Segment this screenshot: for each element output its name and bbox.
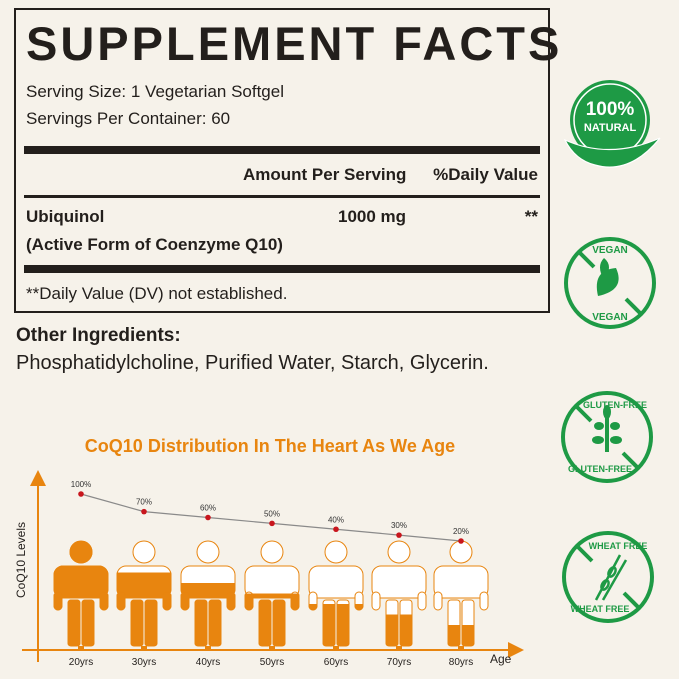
divider-thick bbox=[24, 146, 540, 154]
serving-size: Serving Size: 1 Vegetarian Softgel bbox=[26, 82, 284, 101]
ingredient-amount: 1000 mg bbox=[338, 207, 407, 226]
x-axis-label: Age bbox=[490, 652, 512, 666]
person-figure bbox=[53, 540, 109, 650]
ingredient-sub: (Active Form of Coenzyme Q10) bbox=[26, 235, 283, 254]
x-tick-label: 50yrs bbox=[260, 657, 284, 668]
person-figure bbox=[371, 540, 427, 650]
fill-level bbox=[447, 625, 475, 646]
fill-level bbox=[53, 541, 109, 646]
facts-title: SUPPLEMENT FACTS bbox=[26, 17, 563, 70]
badge-100-natural: 100% NATURAL bbox=[563, 80, 661, 168]
svg-text:100%: 100% bbox=[586, 99, 635, 120]
fill-level bbox=[308, 604, 364, 646]
data-point bbox=[333, 526, 339, 533]
person-figure bbox=[180, 540, 236, 650]
x-tick-label: 30yrs bbox=[132, 657, 156, 668]
ingredient-dv: ** bbox=[524, 207, 538, 226]
data-label: 60% bbox=[200, 504, 216, 513]
y-axis-label: CoQ10 Levels bbox=[14, 522, 28, 598]
fill-level bbox=[385, 614, 413, 646]
fill-level bbox=[244, 593, 300, 646]
data-point bbox=[205, 514, 211, 521]
svg-text:VEGAN: VEGAN bbox=[592, 312, 628, 323]
badge-wheat-free: WHEAT FREE WHEAT FREE bbox=[562, 531, 654, 623]
x-tick-label: 80yrs bbox=[449, 657, 473, 668]
x-tick-label: 20yrs bbox=[69, 657, 93, 668]
servings-per-container: Servings Per Container: 60 bbox=[26, 109, 231, 128]
ingredient-name: Ubiquinol bbox=[26, 207, 105, 226]
x-tick-label: 60yrs bbox=[324, 657, 348, 668]
col-amount-header: Amount Per Serving bbox=[243, 165, 407, 184]
gluten-free-grain-icon bbox=[592, 405, 622, 452]
leaf-natural-icon bbox=[563, 137, 661, 168]
wheat-free-icon bbox=[594, 554, 628, 601]
x-tick-label: 40yrs bbox=[196, 657, 220, 668]
data-point bbox=[141, 508, 147, 515]
data-point bbox=[78, 491, 84, 497]
col-dv-header: %Daily Value bbox=[433, 165, 538, 184]
other-ingredients-heading: Other Ingredients: bbox=[16, 325, 181, 346]
badge-vegan: VEGAN VEGAN bbox=[564, 237, 656, 329]
svg-text:GLUTEN-FREE: GLUTEN-FREE bbox=[568, 464, 632, 474]
svg-text:VEGAN: VEGAN bbox=[592, 245, 628, 256]
x-tick-label: 70yrs bbox=[387, 657, 411, 668]
data-label: 50% bbox=[264, 509, 280, 518]
vegan-leaf-icon bbox=[596, 258, 619, 296]
svg-text:GLUTEN-FREE: GLUTEN-FREE bbox=[583, 400, 647, 410]
supplement-facts-panel: SUPPLEMENT FACTS Serving Size: 1 Vegetar… bbox=[14, 8, 559, 313]
divider-thick-bottom bbox=[24, 265, 540, 273]
fill-level bbox=[180, 583, 236, 646]
data-label: 100% bbox=[71, 480, 91, 489]
data-label: 30% bbox=[391, 521, 407, 530]
person-figure bbox=[244, 540, 300, 650]
fill-level bbox=[116, 572, 172, 646]
data-point bbox=[396, 532, 402, 538]
svg-text:NATURAL: NATURAL bbox=[584, 122, 637, 134]
footnote: **Daily Value (DV) not established. bbox=[26, 284, 288, 303]
person-figure bbox=[433, 540, 489, 650]
chart-title: CoQ10 Distribution In The Heart As We Ag… bbox=[84, 436, 456, 456]
data-point bbox=[269, 520, 275, 527]
other-ingredients-text: Phosphatidylcholine, Purified Water, Sta… bbox=[16, 352, 489, 374]
data-point bbox=[458, 538, 464, 544]
data-label: 40% bbox=[328, 515, 344, 524]
data-label: 70% bbox=[136, 498, 152, 507]
badge-gluten-free: GLUTEN-FREE GLUTEN-FREE bbox=[561, 391, 653, 483]
svg-text:WHEAT FREE: WHEAT FREE bbox=[571, 604, 630, 614]
divider-thin bbox=[24, 195, 540, 198]
data-label: 20% bbox=[453, 527, 469, 536]
person-figure bbox=[116, 540, 172, 650]
svg-text:WHEAT FREE: WHEAT FREE bbox=[589, 541, 648, 551]
person-figure bbox=[308, 540, 364, 650]
